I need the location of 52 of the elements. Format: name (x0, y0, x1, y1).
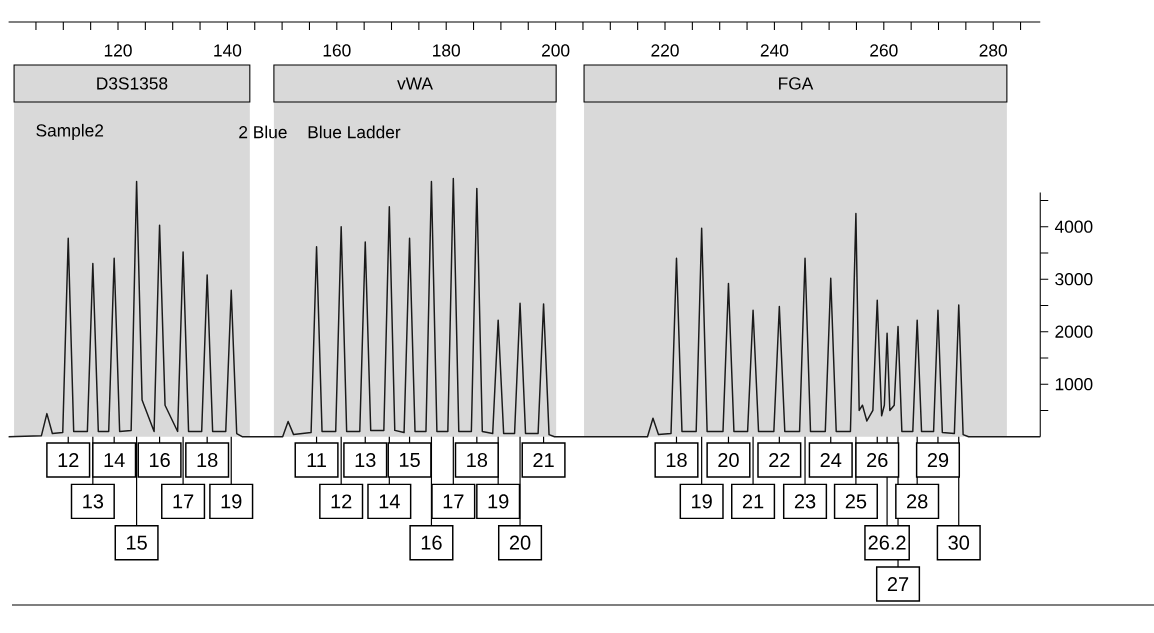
annotation: 30 (948, 535, 970, 550)
annotation: Blue Ladder (308, 125, 401, 139)
x-tick-label: 220 (651, 44, 679, 57)
annotation: 13 (355, 452, 376, 468)
x-tick-label: 120 (104, 44, 132, 57)
annotation: 20 (509, 535, 531, 550)
y-tick-label: 1000 (1055, 378, 1093, 391)
annotation: 19 (488, 494, 509, 509)
x-tick-label: 160 (323, 44, 351, 57)
x-tick-label: 200 (542, 44, 570, 57)
annotation: 14 (379, 494, 400, 509)
x-tick-label: 180 (433, 44, 460, 57)
y-tick-label: 3000 (1055, 273, 1093, 286)
annotation: 15 (399, 453, 420, 468)
annotation: 17 (443, 494, 464, 509)
x-tick-label: 260 (870, 44, 898, 57)
annotation: 22 (769, 453, 790, 468)
annotation: 12 (331, 494, 352, 509)
annotation: 18 (467, 452, 488, 468)
annotation: 12 (58, 453, 79, 468)
x-tick-label: 140 (214, 44, 242, 57)
text: Sample2 (36, 123, 104, 141)
band-label: vWA (397, 77, 433, 90)
annotation: 28 (907, 494, 928, 509)
annotation: 21 (742, 494, 764, 509)
annotation: 29 (927, 452, 949, 468)
annotation: 15 (127, 535, 147, 550)
annotation: 21 (533, 453, 554, 468)
x-tick-label: 240 (760, 44, 789, 57)
annotation: 11 (307, 453, 326, 467)
annotation: 19 (692, 494, 712, 509)
annotation: 26 (867, 452, 888, 468)
x-tick-label: 280 (979, 44, 1007, 57)
annotation: 20 (718, 452, 739, 468)
annotation: 13 (83, 494, 104, 509)
annotation: 25 (845, 494, 867, 509)
annotation: 26.2 (868, 535, 906, 550)
annotation: 16 (149, 452, 170, 468)
annotation: 16 (421, 535, 442, 550)
annotation: 2 Blue (239, 125, 287, 139)
annotation: 27 (887, 577, 909, 592)
annotation: 18 (666, 452, 687, 468)
band-label: FGA (779, 77, 814, 90)
annotation: 19 (221, 494, 242, 509)
annotation: 14 (104, 453, 125, 467)
annotation: 17 (173, 494, 194, 509)
y-tick-label: 2000 (1055, 325, 1093, 338)
annotation: 24 (820, 453, 842, 468)
annotation: 18 (197, 452, 218, 468)
annotation: 23 (794, 494, 816, 509)
y-tick-label: 4000 (1054, 220, 1093, 233)
band-label: D3S1358 (97, 77, 168, 90)
